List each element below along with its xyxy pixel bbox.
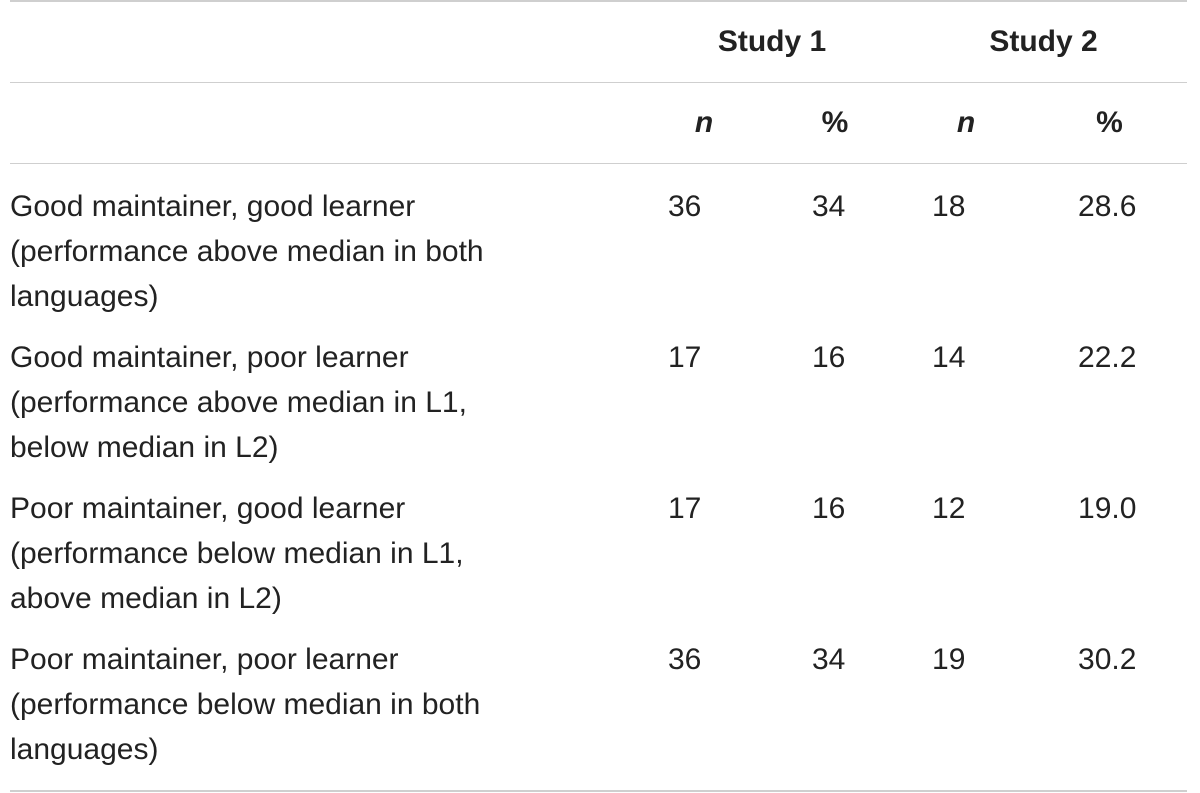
study-2-percent-cell: 30.2 [1032,621,1188,792]
study-2-percent-cell: 19.0 [1078,492,1137,525]
row-label-line: Poor maintainer, good learner [10,492,406,525]
row-label-line: Good maintainer, poor learner [10,341,409,374]
row-label: Poor maintainer, good learner (performan… [10,470,638,621]
study-1-n-cell: 17 [668,341,702,374]
study-2-percent-cell: 28.6 [1078,190,1137,223]
study-1-percent-cell: 16 [812,341,846,374]
results-table-container: Study 1 Study 2 n % n % Good maintainer,… [10,0,1188,792]
study-2-n-cell: 12 [932,492,966,525]
sub-header-row: n % n % [10,82,1188,164]
study-1-n-cell: 17 [668,492,702,525]
study-2-percent-cell: 22.2 [1078,341,1137,374]
study-2-n-header: n [900,82,1033,164]
study-1-header: Study 1 [638,0,901,83]
study-2-percent-header: % [1032,82,1188,164]
study-2-header: Study 2 [900,0,1188,83]
row-label: Poor maintainer, poor learner (performan… [10,621,638,792]
study-1-n-cell: 36 [668,190,702,223]
table-row: Poor maintainer, poor learner (performan… [10,621,1188,792]
row-label: Good maintainer, good learner (performan… [10,164,638,320]
row-label-line: Good maintainer, good learner [10,190,416,223]
row-label-line: (performance below median in both [10,688,481,721]
study-2-n-cell: 19 [900,621,1033,792]
row-label-line: languages) [10,733,159,766]
group-header-row: Study 1 Study 2 [10,0,1188,83]
study-1-n-header: n [638,82,770,164]
study-1-percent-header: % [770,82,901,164]
table-row: Good maintainer, poor learner (performan… [10,319,1187,470]
table-row: Good maintainer, good learner (performan… [10,164,1187,320]
row-label-line: (performance above median in both [10,235,484,268]
study-1-percent-cell: 34 [770,621,901,792]
study-2-n-cell: 18 [932,190,966,223]
study-1-percent-cell: 16 [812,492,846,525]
empty-subheader-cell [10,82,638,164]
results-table: Study 1 Study 2 n % n % Good maintainer,… [10,0,1188,792]
row-label-line: above median in L2) [10,582,282,615]
row-label-line: (performance below median in L1, [10,537,464,570]
row-label-line: Poor maintainer, poor learner [10,643,399,676]
row-label: Good maintainer, poor learner (performan… [10,319,638,470]
row-label-line: below median in L2) [10,431,279,464]
row-label-line: languages) [10,280,159,313]
row-label-line: (performance above median in L1, [10,386,467,419]
empty-header-cell [10,0,638,83]
table-row: Poor maintainer, good learner (performan… [10,470,1187,621]
study-1-percent-cell: 34 [812,190,846,223]
study-1-n-cell: 36 [638,621,770,792]
study-2-n-cell: 14 [932,341,966,374]
